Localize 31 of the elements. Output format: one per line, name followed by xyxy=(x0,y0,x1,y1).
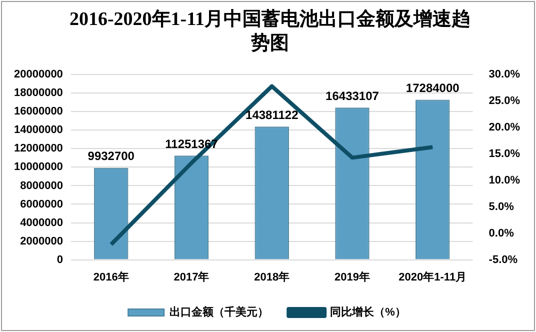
y2-tick-label: 30.0% xyxy=(488,68,520,81)
y-tick-label: 0 xyxy=(56,254,63,266)
x-tick-label: 2018年 xyxy=(254,270,290,284)
x-tick-label: 2020年1-11月 xyxy=(398,270,467,284)
y-tick-label: 12000000 xyxy=(14,142,63,155)
x-tick-label: 2016年 xyxy=(93,270,129,284)
y2-tick-label: 25.0% xyxy=(488,95,520,108)
y-tick-label: 8000000 xyxy=(20,180,63,192)
y-tick-label: 20000000 xyxy=(14,68,63,81)
y-tick-label: 18000000 xyxy=(14,87,63,100)
y-tick-label: 10000000 xyxy=(14,161,63,174)
data-label: 16433107 xyxy=(326,88,380,103)
y2-tick-label: 20.0% xyxy=(488,122,520,134)
y-tick-label: 14000000 xyxy=(14,124,63,136)
y2-tick-label: 5.0% xyxy=(488,200,514,213)
x-tick-label: 2017年 xyxy=(174,270,210,284)
legend-label: 同比增长（%） xyxy=(330,306,406,319)
data-label: 9932700 xyxy=(88,149,135,164)
data-label: 14381122 xyxy=(246,108,299,122)
y2-tick-label: 15.0% xyxy=(488,148,520,160)
y2-tick-label: -5.0% xyxy=(488,254,518,266)
y2-tick-label: 10.0% xyxy=(488,174,520,186)
chart-title: 2016-2020年1-11月中国蓄电池出口金额及增速趋势图 xyxy=(68,8,472,56)
y-tick-label: 4000000 xyxy=(20,216,63,229)
y-tick-label: 2000000 xyxy=(20,235,63,248)
y2-tick-label: 0.0% xyxy=(488,227,514,240)
x-tick-label: 2019年 xyxy=(334,270,370,284)
legend-label: 出口金额（千美元） xyxy=(170,306,269,319)
data-label: 17284000 xyxy=(406,81,460,96)
y-tick-label: 16000000 xyxy=(14,106,63,118)
y-tick-label: 6000000 xyxy=(20,198,63,210)
